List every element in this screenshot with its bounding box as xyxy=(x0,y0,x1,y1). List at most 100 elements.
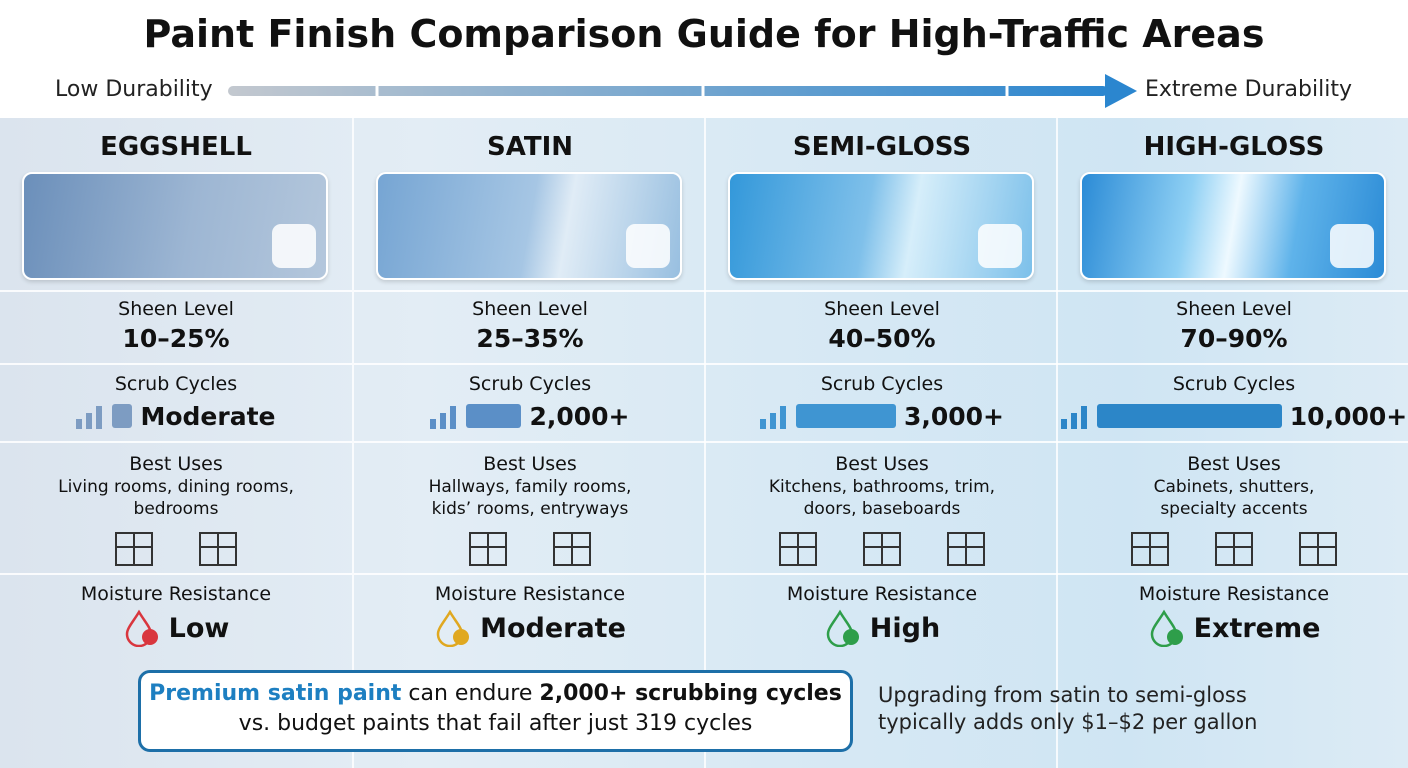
use-icon xyxy=(1131,532,1169,566)
divider xyxy=(706,441,1058,443)
scrub-value: Moderate xyxy=(140,401,276,431)
divider xyxy=(354,290,706,292)
divider xyxy=(1058,290,1408,292)
column: EGGSHELL Sheen Level 10–25% Scrub Cycles Mod… xyxy=(0,118,352,768)
moisture-row: Extreme xyxy=(1058,608,1408,648)
scale-low: Low Durability xyxy=(55,77,213,102)
row-label: Best Uses xyxy=(129,453,223,475)
column-title: HIGH-GLOSS xyxy=(1143,132,1325,162)
row-label: Scrub Cycles xyxy=(1172,373,1296,395)
uses-line: Cabinets, shutters, xyxy=(1153,477,1315,497)
callout-text: can endure xyxy=(408,681,533,706)
scrub-row: 3,000+ xyxy=(706,400,1058,432)
sheen-icon xyxy=(1330,224,1374,268)
callout-emphasis: 2,000+ scrubbing cycles xyxy=(539,681,842,706)
scrub-row: 2,000+ xyxy=(354,400,706,432)
row-label: Sheen Level xyxy=(1176,298,1292,320)
moisture-row: Low xyxy=(0,608,352,648)
row-label: Moisture Resistance xyxy=(786,583,978,605)
moisture-row: Moderate xyxy=(354,608,706,648)
divider xyxy=(0,441,352,443)
divider xyxy=(0,573,352,575)
scrub-bar xyxy=(795,404,896,428)
callout-line2: vs. budget paints that fail after just 3… xyxy=(238,711,753,736)
row-label: Sheen Level xyxy=(824,298,940,320)
use-icon xyxy=(115,532,153,566)
uses-line: doors, baseboards xyxy=(803,499,961,519)
uses-icons xyxy=(706,525,1058,569)
moisture-value: Low xyxy=(168,612,230,644)
drop-icon xyxy=(1150,609,1183,647)
swatch xyxy=(22,172,328,280)
scale-high: Extreme Durability xyxy=(1145,77,1352,102)
sheen-value: 10–25% xyxy=(122,324,230,353)
divider xyxy=(354,573,706,575)
row-label: Moisture Resistance xyxy=(434,583,626,605)
uses-icons xyxy=(1058,525,1408,569)
use-icon xyxy=(947,532,985,566)
sheen-value: 40–50% xyxy=(828,324,936,353)
column-title: EGGSHELL xyxy=(100,132,252,162)
scrub-value: 3,000+ xyxy=(903,401,1005,431)
uses-icons xyxy=(354,525,706,569)
column: HIGH-GLOSS Sheen Level 70–90% Scrub Cycles 1… xyxy=(1056,118,1408,768)
scrub-row: Moderate xyxy=(0,400,352,432)
moisture-value: Moderate xyxy=(480,612,626,644)
sheen-icon xyxy=(272,224,316,268)
uses-line: specialty accents xyxy=(1160,499,1308,519)
swatch xyxy=(1080,172,1386,280)
scrub-row: 10,000+ xyxy=(1058,400,1408,432)
durability-arrow xyxy=(228,74,1137,108)
scrub-bar xyxy=(466,404,522,428)
uses-line: kids’ rooms, entryways xyxy=(431,499,629,519)
scrub-value: 10,000+ xyxy=(1289,401,1408,431)
uses-line: Living rooms, dining rooms, xyxy=(58,477,294,497)
divider xyxy=(0,363,352,365)
scrub-bar xyxy=(1096,404,1282,428)
use-icon xyxy=(469,532,507,566)
drop-icon xyxy=(125,609,158,647)
drop-icon xyxy=(826,609,859,647)
uses-line: bedrooms xyxy=(133,499,219,519)
scrub-value: 2,000+ xyxy=(529,401,630,431)
divider xyxy=(706,363,1058,365)
column: SATIN Sheen Level 25–35% Scrub Cycles 2,000+… xyxy=(352,118,706,768)
scrub-bar xyxy=(112,404,133,428)
row-label: Sheen Level xyxy=(118,298,234,320)
note-line: typically adds only $1–$2 per gallon xyxy=(878,710,1258,734)
signal-icon xyxy=(1060,406,1087,429)
drop-icon xyxy=(436,609,470,647)
signal-icon xyxy=(430,406,457,429)
row-label: Scrub Cycles xyxy=(820,373,944,395)
row-label: Best Uses xyxy=(483,453,577,475)
use-icon xyxy=(199,532,237,566)
row-label: Best Uses xyxy=(1187,453,1281,475)
use-icon xyxy=(779,532,817,566)
callout-highlight: Premium satin paint xyxy=(149,681,402,706)
column-title: SEMI-GLOSS xyxy=(792,132,972,162)
row-label: Moisture Resistance xyxy=(80,583,272,605)
note-line: Upgrading from satin to semi-gloss xyxy=(878,683,1247,707)
use-icon xyxy=(1299,532,1337,566)
note: Upgrading from satin to semi-gloss typic… xyxy=(878,682,1257,736)
column: SEMI-GLOSS Sheen Level 40–50% Scrub Cycles 3… xyxy=(704,118,1058,768)
divider xyxy=(354,441,706,443)
use-icon xyxy=(863,532,901,566)
divider xyxy=(0,290,352,292)
uses-line: Hallways, family rooms, xyxy=(428,477,632,497)
callout: Premium satin paint can endure 2,000+ sc… xyxy=(138,670,853,752)
swatch xyxy=(376,172,682,280)
use-icon xyxy=(1215,532,1253,566)
use-icon xyxy=(553,532,591,566)
moisture-row: High xyxy=(706,608,1058,648)
row-label: Best Uses xyxy=(835,453,929,475)
row-label: Scrub Cycles xyxy=(468,373,592,395)
row-label: Sheen Level xyxy=(472,298,588,320)
sheen-value: 70–90% xyxy=(1180,324,1288,353)
row-label: Scrub Cycles xyxy=(114,373,238,395)
moisture-value: Extreme xyxy=(1193,612,1321,644)
divider xyxy=(1058,573,1408,575)
sheen-value: 25–35% xyxy=(476,324,584,353)
column-title: SATIN xyxy=(487,132,573,162)
